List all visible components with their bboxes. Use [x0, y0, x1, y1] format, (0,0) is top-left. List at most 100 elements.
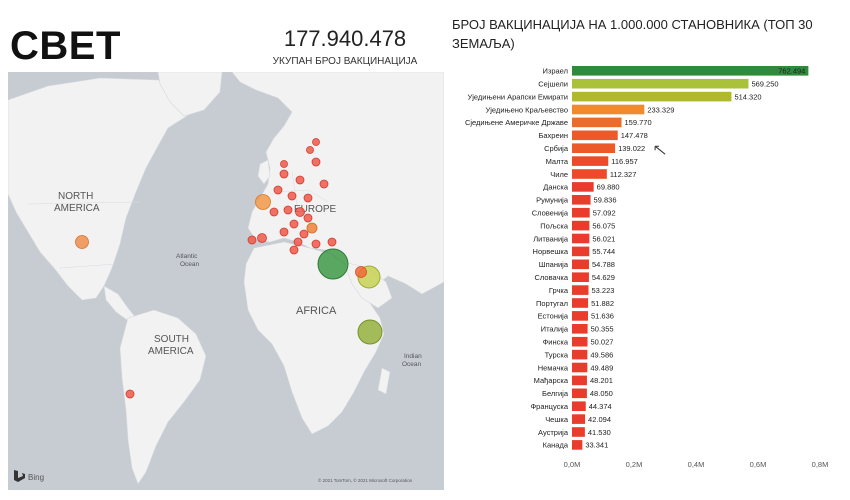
- bubble-nordic-3[interactable]: [312, 138, 320, 146]
- bar-value-label: 56.021: [592, 234, 615, 243]
- bubble-chile[interactable]: [125, 389, 135, 399]
- bar[interactable]: [572, 336, 588, 347]
- bubble-europe-12[interactable]: [289, 219, 299, 229]
- total-vaccinations-label: УКУПАН БРОЈ ВАКЦИНАЦИЈА: [272, 56, 418, 67]
- bar[interactable]: [572, 143, 616, 153]
- bubble-europe-9[interactable]: [283, 205, 293, 215]
- bubble-europe-1[interactable]: [279, 169, 289, 179]
- bar-category-label: Турска: [545, 350, 569, 359]
- label-indian-2: Ocean: [402, 361, 422, 368]
- bar[interactable]: [572, 182, 594, 192]
- bing-icon: [14, 470, 25, 482]
- bubble-israel[interactable]: [317, 248, 349, 280]
- bubble-europe-7[interactable]: [303, 193, 313, 203]
- bar[interactable]: [572, 388, 587, 399]
- bar[interactable]: [572, 285, 589, 295]
- bubble-nordic-1[interactable]: [280, 160, 288, 168]
- bubble-malta[interactable]: [289, 245, 299, 255]
- bar-category-label: Немачка: [538, 363, 569, 372]
- bubble-portugal[interactable]: [247, 235, 257, 245]
- label-atlantic-1: Atlantic: [176, 253, 198, 260]
- bar[interactable]: [572, 169, 607, 179]
- bar-category-label: Португал: [536, 299, 568, 308]
- bubble-europe-8[interactable]: [269, 207, 279, 217]
- bar[interactable]: [572, 362, 588, 373]
- bubble-uk[interactable]: [255, 194, 271, 210]
- bar-category-label: Литванија: [533, 234, 569, 243]
- south-america-shape: [119, 309, 207, 485]
- bar-category-label: Мађарска: [534, 376, 569, 385]
- border-us-mexico: [59, 263, 117, 269]
- label-south-america-1: SOUTH: [154, 334, 189, 345]
- bubble-italy[interactable]: [293, 237, 303, 247]
- bar[interactable]: [572, 272, 589, 282]
- bar[interactable]: [572, 195, 591, 205]
- bar[interactable]: [572, 414, 586, 424]
- page-title: СВЕТ: [10, 24, 121, 68]
- bar-value-label: 116.957: [611, 157, 638, 166]
- bar[interactable]: [572, 91, 732, 102]
- bubble-greece[interactable]: [311, 239, 321, 249]
- bubble-usa[interactable]: [75, 235, 89, 249]
- total-vaccinations-value: 177.940.478: [283, 26, 407, 51]
- bar[interactable]: [572, 220, 590, 231]
- bubble-europe-5[interactable]: [273, 185, 283, 195]
- bar[interactable]: [572, 233, 590, 244]
- label-north-america-2: AMERICA: [54, 203, 100, 214]
- bar-category-label: Словенија: [532, 209, 569, 218]
- bubble-europe-2[interactable]: [295, 175, 305, 185]
- bar[interactable]: [572, 298, 589, 308]
- bar[interactable]: [572, 401, 586, 411]
- bar[interactable]: [572, 375, 587, 386]
- label-indian-1: Indian: [404, 353, 422, 360]
- bar[interactable]: [572, 311, 589, 321]
- land-masses: [8, 72, 444, 485]
- bubble-turkey[interactable]: [327, 237, 337, 247]
- bar-category-label: Румунија: [536, 196, 569, 205]
- bar-category-label: Грчка: [549, 286, 569, 295]
- bubble-nordic-2[interactable]: [306, 146, 314, 154]
- bubble-serbia[interactable]: [306, 222, 318, 234]
- bar[interactable]: [572, 246, 590, 257]
- bar-value-label: 50.027: [591, 338, 614, 347]
- bing-logo: Bing: [14, 470, 44, 482]
- bar-value-label: 55.744: [592, 247, 615, 256]
- bubble-europe-3[interactable]: [311, 157, 321, 167]
- bubble-europe-4[interactable]: [319, 179, 329, 189]
- bar[interactable]: [572, 324, 588, 334]
- bubble-seychelles[interactable]: [357, 319, 383, 345]
- bubble-spain[interactable]: [257, 233, 267, 243]
- bar[interactable]: [572, 207, 590, 218]
- bar-value-label: 48.201: [590, 376, 613, 385]
- bar-value-label: 69.880: [597, 183, 620, 192]
- bubble-europe-10[interactable]: [295, 207, 305, 217]
- bar[interactable]: [572, 66, 809, 76]
- bar[interactable]: [572, 117, 622, 128]
- bar-category-label: Србија: [544, 144, 569, 153]
- bar[interactable]: [572, 349, 588, 360]
- bar-category-label: Финска: [543, 338, 569, 347]
- bubble-europe-11[interactable]: [303, 213, 313, 223]
- bar-value-label: 41.530: [588, 428, 611, 437]
- bubble-europe-13[interactable]: [299, 229, 309, 239]
- bar-value-label: 53.223: [591, 286, 614, 295]
- bar[interactable]: [572, 440, 583, 450]
- bar-value-label: 139.022: [618, 144, 645, 153]
- world-map[interactable]: NORTH AMERICA EUROPE AFRICA SOUTH AMERIC…: [8, 72, 444, 490]
- bar-value-label: 54.629: [592, 273, 615, 282]
- bar[interactable]: [572, 130, 618, 141]
- bar[interactable]: [572, 156, 609, 166]
- bar-value-label: 147.478: [621, 131, 648, 140]
- label-africa: AFRICA: [296, 305, 337, 317]
- bar[interactable]: [572, 104, 645, 115]
- bubble-bahrain[interactable]: [355, 266, 367, 278]
- border-europe: [277, 189, 329, 203]
- world-map-svg: NORTH AMERICA EUROPE AFRICA SOUTH AMERIC…: [8, 72, 444, 490]
- bar[interactable]: [572, 259, 589, 270]
- bubble-europe-6[interactable]: [287, 191, 297, 201]
- bar-category-label: Малта: [546, 157, 569, 166]
- bar-value-label: 42.094: [588, 415, 611, 424]
- bubble-europe-14[interactable]: [279, 227, 289, 237]
- bar[interactable]: [572, 427, 585, 437]
- bar[interactable]: [572, 78, 749, 89]
